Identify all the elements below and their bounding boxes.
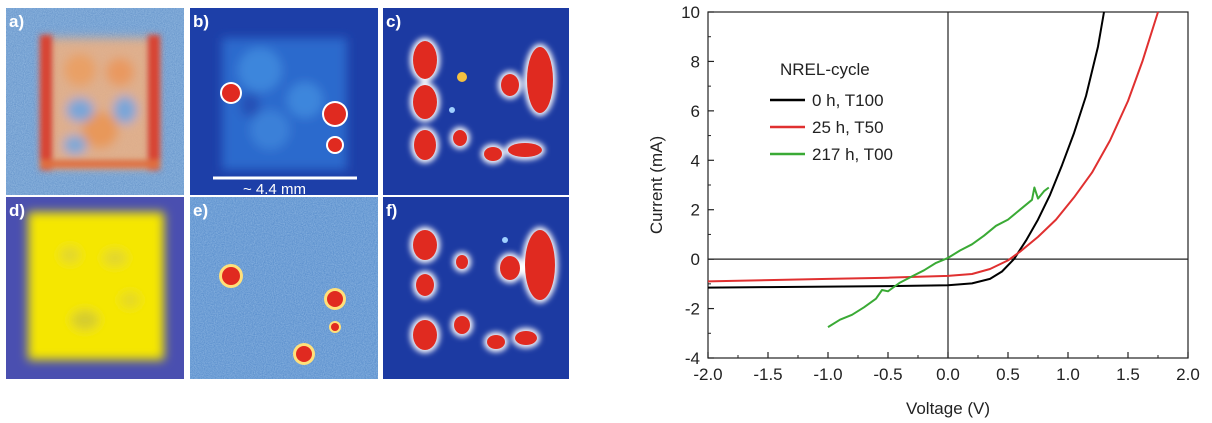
image-panel-b: ~ 4.4 mm b) (190, 8, 378, 198)
x-tick-label: 1.5 (1116, 365, 1140, 384)
panel-label-d: d) (9, 201, 25, 220)
x-tick-label: 0.5 (996, 365, 1020, 384)
x-tick-label: -2.0 (693, 365, 722, 384)
image-panel-d: d) (6, 197, 184, 379)
y-axis-label: Current (mA) (647, 136, 666, 234)
iv-chart: -2.0 -1.5 -1.0 -0.5 0.0 0.5 1.0 1.5 2.0 -4 -2 0 2 4 6 8… (647, 3, 1200, 418)
series-line-3 (827, 186, 1050, 328)
y-tick-label: 6 (691, 102, 700, 121)
hotspot-e-2 (324, 288, 346, 310)
y-tick-label: 4 (691, 151, 700, 170)
legend-entry-3: 217 h, T00 (812, 145, 893, 164)
hotspot-b-1 (220, 82, 242, 104)
image-panel-f: f) (383, 197, 569, 379)
x-tick-label: -1.5 (753, 365, 782, 384)
legend-entry-2: 25 h, T50 (812, 118, 884, 137)
y-tick-label: 2 (691, 201, 700, 220)
panel-label-c: c) (386, 12, 401, 31)
legend-entry-1: 0 h, T100 (812, 91, 884, 110)
x-tick-label: 0.0 (936, 365, 960, 384)
image-panel-a: a) (6, 8, 184, 195)
legend: NREL-cycle 0 h, T100 25 h, T50 217 h, T00 (770, 60, 893, 164)
image-panel-c: c) (383, 8, 569, 195)
image-panel-e: e) (190, 197, 378, 379)
hotspot-b-3 (326, 136, 344, 154)
panel-label-a: a) (9, 12, 24, 31)
hotspot-b-2 (322, 101, 348, 127)
y-tick-label: 10 (681, 3, 700, 22)
panel-label-e: e) (193, 201, 208, 220)
x-tick-label: -0.5 (873, 365, 902, 384)
scale-bar-label: ~ 4.4 mm (243, 181, 306, 198)
panel-label-f: f) (386, 201, 397, 220)
panel-label-b: b) (193, 12, 209, 31)
y-tick-label: 0 (691, 250, 700, 269)
y-tick-label: -4 (685, 349, 700, 368)
x-tick-label: 2.0 (1176, 365, 1200, 384)
hotspot-e-1 (219, 264, 243, 288)
hotspot-e-4 (293, 343, 315, 365)
hotspot-e-3 (329, 321, 341, 333)
series-line-1 (707, 11, 1105, 289)
x-tick-label: 1.0 (1056, 365, 1080, 384)
y-tick-label: -2 (685, 300, 700, 319)
x-axis-label: Voltage (V) (906, 399, 990, 418)
legend-title: NREL-cycle (780, 60, 870, 79)
x-tick-label: -1.0 (813, 365, 842, 384)
series-line-2 (707, 11, 1159, 283)
y-tick-label: 8 (691, 52, 700, 71)
